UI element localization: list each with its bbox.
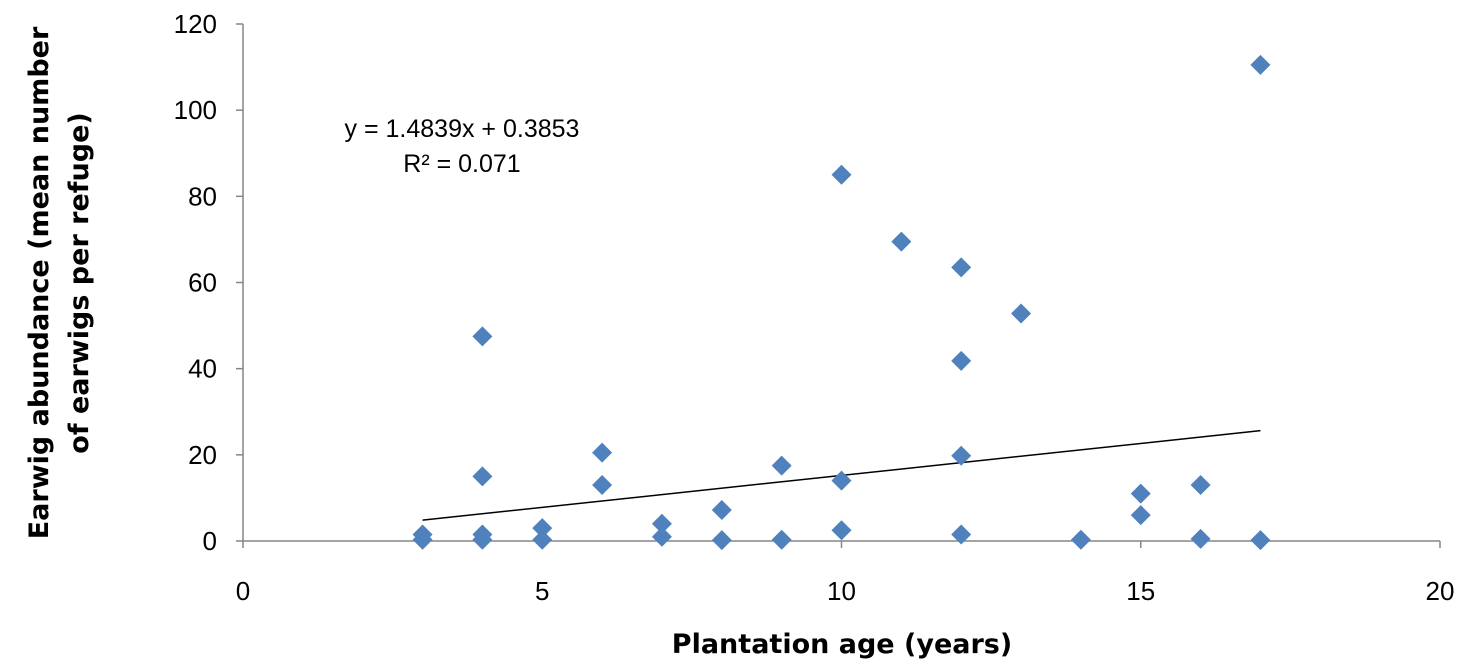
- trendline-annotation: y = 1.4839x + 0.3853 R² = 0.071: [345, 115, 580, 178]
- data-point-12: [711, 499, 732, 520]
- data-point-11: [651, 526, 672, 547]
- tick-marks: [236, 23, 1441, 548]
- data-point-3: [472, 466, 493, 487]
- data-point-26: [1130, 483, 1151, 504]
- x-tick-label: 5: [535, 576, 549, 606]
- data-point-27: [1130, 505, 1151, 526]
- y-tick-label: 60: [188, 268, 217, 298]
- data-point-18: [831, 520, 852, 541]
- y-tick-label: 120: [174, 9, 217, 39]
- data-points: [412, 54, 1271, 551]
- data-point-14: [771, 455, 792, 476]
- data-point-19: [891, 231, 912, 252]
- trendline-equation-label: y = 1.4839x + 0.3853: [345, 115, 580, 143]
- y-tick-label: 20: [188, 440, 217, 470]
- data-point-5: [472, 529, 493, 550]
- axes: [242, 24, 1440, 542]
- tick-labels: 0 20 40 60 80 100 120 0 5 10 15 20: [174, 9, 1455, 606]
- data-point-21: [951, 350, 972, 371]
- data-point-31: [1250, 530, 1271, 551]
- data-point-24: [1011, 303, 1032, 324]
- y-tick-label: 0: [203, 526, 217, 556]
- data-point-17: [831, 470, 852, 491]
- data-point-16: [831, 164, 852, 185]
- y-tick-label: 80: [188, 181, 217, 211]
- data-point-7: [532, 529, 553, 550]
- data-point-13: [711, 530, 732, 551]
- data-point-28: [1190, 474, 1211, 495]
- data-point-2: [472, 326, 493, 347]
- data-point-6: [532, 518, 553, 539]
- x-tick-label: 0: [236, 576, 250, 606]
- x-tick-label: 15: [1126, 576, 1155, 606]
- data-point-15: [771, 529, 792, 550]
- y-tick-label: 100: [174, 95, 217, 125]
- data-point-29: [1190, 528, 1211, 549]
- y-tick-label: 40: [188, 354, 217, 384]
- data-point-30: [1250, 54, 1271, 75]
- data-point-1: [412, 529, 433, 550]
- data-point-23: [951, 524, 972, 545]
- trendline-r2-label: R² = 0.071: [403, 150, 520, 178]
- data-point-22: [951, 445, 972, 466]
- x-tick-label: 10: [827, 576, 856, 606]
- x-axis-title: Plantation age (years): [672, 629, 1012, 660]
- x-tick-label: 20: [1426, 576, 1455, 606]
- y-axis-title-line-2: of earwigs per refuge): [64, 112, 95, 453]
- data-point-8: [592, 442, 613, 463]
- y-axis-title-group: Earwig abundance (mean number of earwigs…: [24, 26, 95, 539]
- data-point-25: [1070, 529, 1091, 550]
- axis-titles: Plantation age (years) Earwig abundance …: [24, 26, 1012, 660]
- data-point-10: [651, 513, 672, 534]
- data-point-20: [951, 257, 972, 278]
- data-point-9: [592, 474, 613, 495]
- y-axis-title-line-1: Earwig abundance (mean number: [24, 26, 55, 539]
